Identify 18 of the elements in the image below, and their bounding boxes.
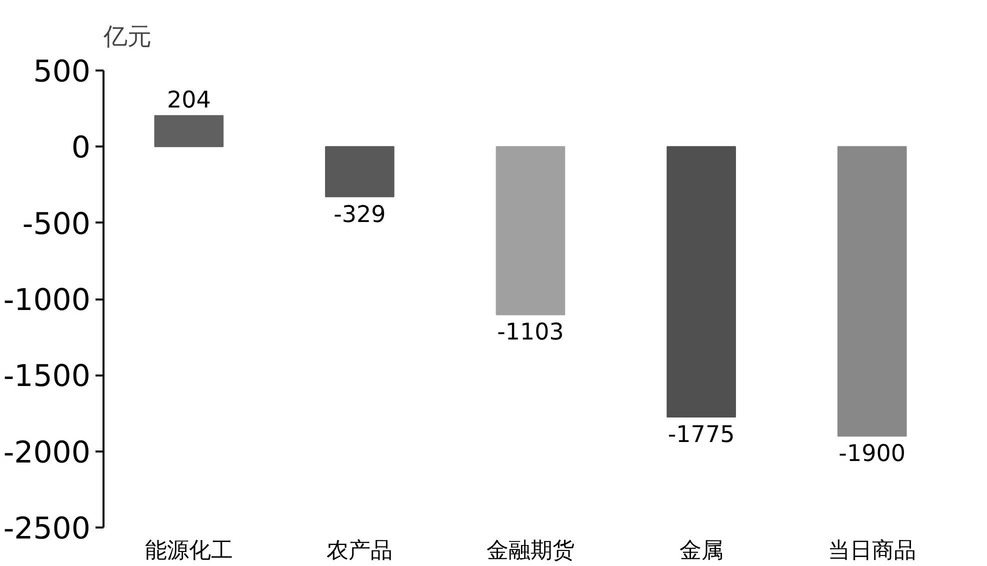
y-tick-label: -2000 bbox=[3, 435, 91, 470]
y-tick-label: -1000 bbox=[3, 283, 91, 318]
y-tick-label: -1500 bbox=[3, 359, 91, 394]
x-tick-label: 金属 bbox=[679, 538, 724, 564]
x-tick-label: 金融期货 bbox=[486, 538, 574, 564]
data-label: 204 bbox=[166, 88, 211, 114]
y-tick-label: -500 bbox=[22, 206, 91, 242]
y-tick-label: -2500 bbox=[3, 512, 91, 546]
data-label: -1775 bbox=[668, 422, 735, 448]
y-axis-title: 亿元 bbox=[102, 22, 152, 50]
x-tick-label: 能源化工 bbox=[144, 538, 233, 564]
data-label: -1103 bbox=[497, 320, 564, 346]
y-tick-label: 500 bbox=[33, 54, 91, 90]
y-tick-label: 0 bbox=[71, 130, 91, 166]
x-tick-label: 当日商品 bbox=[828, 538, 916, 564]
data-label: -329 bbox=[334, 202, 386, 228]
x-tick-label: 农产品 bbox=[326, 538, 393, 564]
data-label: -1900 bbox=[838, 441, 906, 468]
